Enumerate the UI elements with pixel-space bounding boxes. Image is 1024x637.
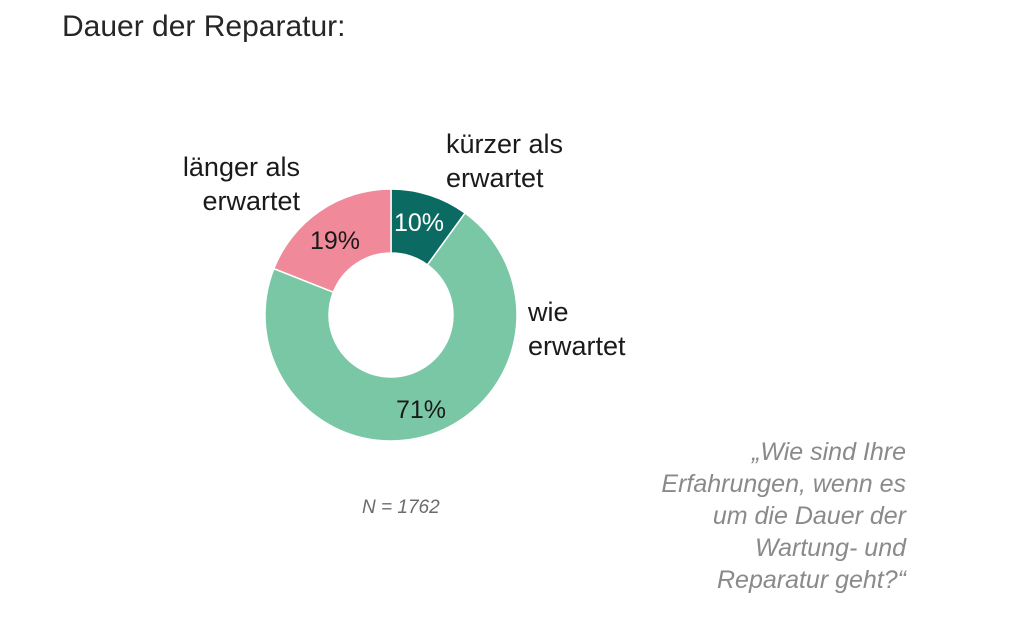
survey-question-line: Wartung- und [754,534,906,562]
survey-question: „Wie sind Ihre Erfahrungen, wenn es um d… [586,436,906,596]
survey-question-line: Erfahrungen, wenn es [661,470,906,498]
donut-slice-laenger [272,188,392,294]
survey-question-line: um die Dauer der [712,502,906,530]
slice-category-label-line: erwartet [528,331,626,361]
donut-slice-wie [264,212,518,442]
slice-category-label-laenger: länger als erwartet [183,150,300,218]
survey-question-line: „Wie sind Ihre [752,438,906,466]
slice-category-label-wie: wie erwartet [528,295,626,363]
slice-category-label-line: erwartet [202,186,300,216]
slice-value-label-laenger: 19% [310,227,360,255]
slice-category-label-line: kürzer als [446,129,564,159]
slice-value-label-wie: 71% [396,396,446,424]
slice-value-label-kuerzer: 10% [394,209,444,237]
slice-category-label-line: länger als [182,152,300,182]
slice-category-label-line: wie [528,297,569,327]
slice-category-label-line: erwartet [446,163,544,193]
chart-title: Dauer der Reparatur: [62,10,346,43]
slice-category-label-kuerzer: kürzer als erwartet [446,127,563,195]
sample-size-note: N = 1762 [362,497,440,518]
survey-question-line: Reparatur geht?“ [716,566,906,594]
